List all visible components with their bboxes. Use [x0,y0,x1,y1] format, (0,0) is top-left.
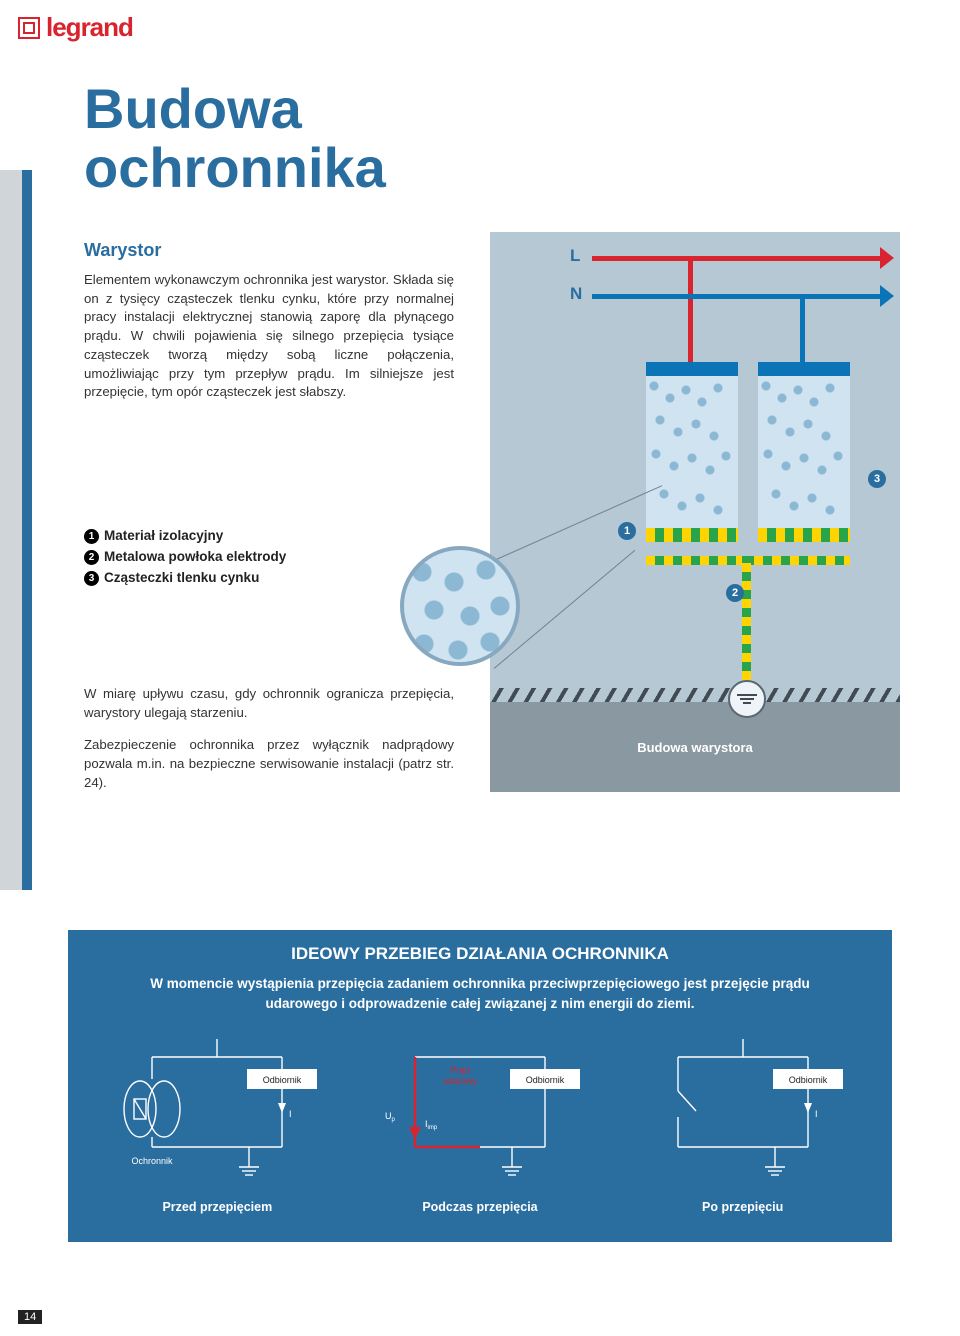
schematic-after-icon: Odbiornik I I [618,1039,868,1189]
ground-caption: Budowa warystora [490,740,900,755]
legend-label-1: Materiał izolacyjny [104,528,223,543]
operation-panel: IDEOWY PRZEBIEG DZIAŁANIA OCHRONNIKA W m… [68,930,892,1242]
varistor-diagram: L N 1 2 3 Budowa warystora [490,232,900,792]
arrow-n-icon [880,285,894,307]
pe-wire-vertical [742,556,751,680]
zoom-guide-line-1 [494,485,662,561]
varistor-left [646,362,738,542]
panel-cell-during: Odbiornik Prąd udarowy Up Iimp Podczas p… [355,1039,605,1214]
svg-up: Up [385,1111,396,1123]
svg-ochronnik: Ochronnik [132,1156,174,1166]
legend-item-3: 3Cząsteczki tlenku cynku [84,568,454,589]
panel-caption-during: Podczas przepięcia [355,1200,605,1214]
ground-area: Budowa warystora [490,702,900,792]
diagram-legend: 1Materiał izolacyjny 2Metalowa powłoka e… [84,526,454,589]
panel-cell-after: Odbiornik I I Po przepięciu [618,1039,868,1214]
arrow-l-icon [880,247,894,269]
varistor-right [758,362,850,542]
legend-label-2: Metalowa powłoka elektrody [104,549,286,564]
svg-udarowy: udarowy [443,1076,478,1086]
paragraph-1: Elementem wykonawczym ochronnika jest wa… [84,271,454,402]
left-text-column: Warystor Elementem wykonawczym ochronnik… [84,240,454,807]
diagram-label-n: N [570,284,582,304]
callout-1: 1 [618,522,636,540]
side-gray-band [0,170,22,890]
brand-logo: legrand [18,12,133,43]
logo-text: legrand [46,12,133,43]
panel-caption-before: Przed przepięciem [92,1200,342,1214]
schematic-before-icon: Odbiornik I I Ochronnik [92,1039,342,1189]
legend-item-2: 2Metalowa powłoka elektrody [84,547,454,568]
schematic-during-icon: Odbiornik Prąd udarowy Up Iimp [355,1039,605,1189]
legend-item-1: 1Materiał izolacyjny [84,526,454,547]
diagram-label-l: L [570,246,580,266]
paragraph-2: W miarę upływu czasu, gdy ochronnik ogra… [84,685,454,722]
wire-l-vertical [688,256,693,366]
ground-symbol-icon [728,680,766,718]
paragraph-3: Zabezpieczenie ochronnika przez wyłączni… [84,736,454,792]
side-blue-strip [22,170,32,890]
panel-caption-after: Po przepięciu [618,1200,868,1214]
wire-l-horizontal [592,256,882,261]
svg-prad: Prąd [450,1065,469,1075]
page-title: Budowa ochronnika [84,80,386,198]
logo-mark-icon [18,17,40,39]
zoom-detail-circle [400,546,520,666]
panel-intro: W momencie wystąpienia przepięcia zadani… [68,974,892,1013]
legend-label-3: Cząsteczki tlenku cynku [104,570,259,585]
wire-n-vertical [800,294,805,366]
page-number: 14 [18,1310,42,1324]
section-subheading: Warystor [84,240,454,261]
callout-2: 2 [726,584,744,602]
callout-3: 3 [868,470,886,488]
svg-iimp: Iimp [425,1119,438,1131]
svg-odbiornik: Odbiornik [263,1075,302,1085]
panel-cell-before: Odbiornik I I Ochronnik Przed przepięcie… [92,1039,342,1214]
wire-n-horizontal [592,294,882,299]
panel-title: IDEOWY PRZEBIEG DZIAŁANIA OCHRONNIKA [68,930,892,974]
panel-row: Odbiornik I I Ochronnik Przed przepięcie… [68,1039,892,1214]
